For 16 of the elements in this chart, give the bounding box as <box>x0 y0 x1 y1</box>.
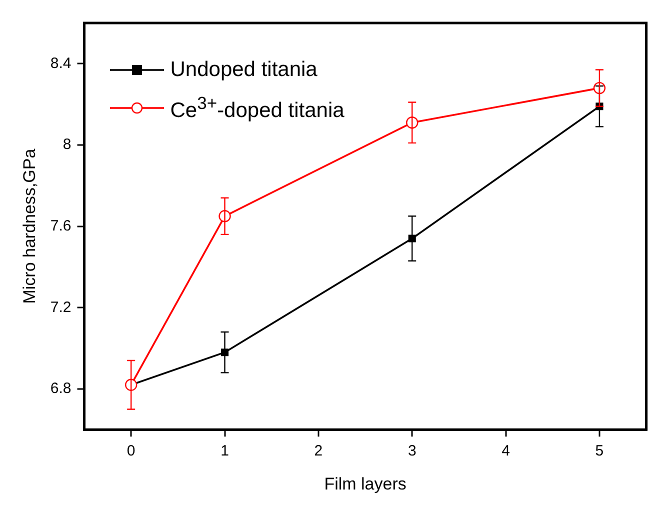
y-tick-label: 7.6 <box>50 217 72 234</box>
x-tick-label: 1 <box>220 442 229 460</box>
x-axis-title: Film layers <box>324 474 406 494</box>
y-tick-label: 7.2 <box>50 298 72 316</box>
y-axis-title: Micro hardness,GPa <box>20 148 39 304</box>
legend-label: Ce$^{3+}$-doped titania <box>170 93 344 123</box>
x-tick-label: 2 <box>314 442 323 460</box>
point <box>408 234 416 242</box>
x-tick-label: 0 <box>126 442 136 460</box>
x-tick-label: 4 <box>502 442 510 460</box>
x-tick-label: 3 <box>408 442 416 460</box>
y-tick-label: 8.4 <box>50 54 72 72</box>
y-tick-label: 6.8 <box>50 380 72 398</box>
x-tick-label: 5 <box>595 442 604 460</box>
y-tick-label: 8 <box>62 136 72 154</box>
legend-label: Undoped titania <box>170 58 318 82</box>
